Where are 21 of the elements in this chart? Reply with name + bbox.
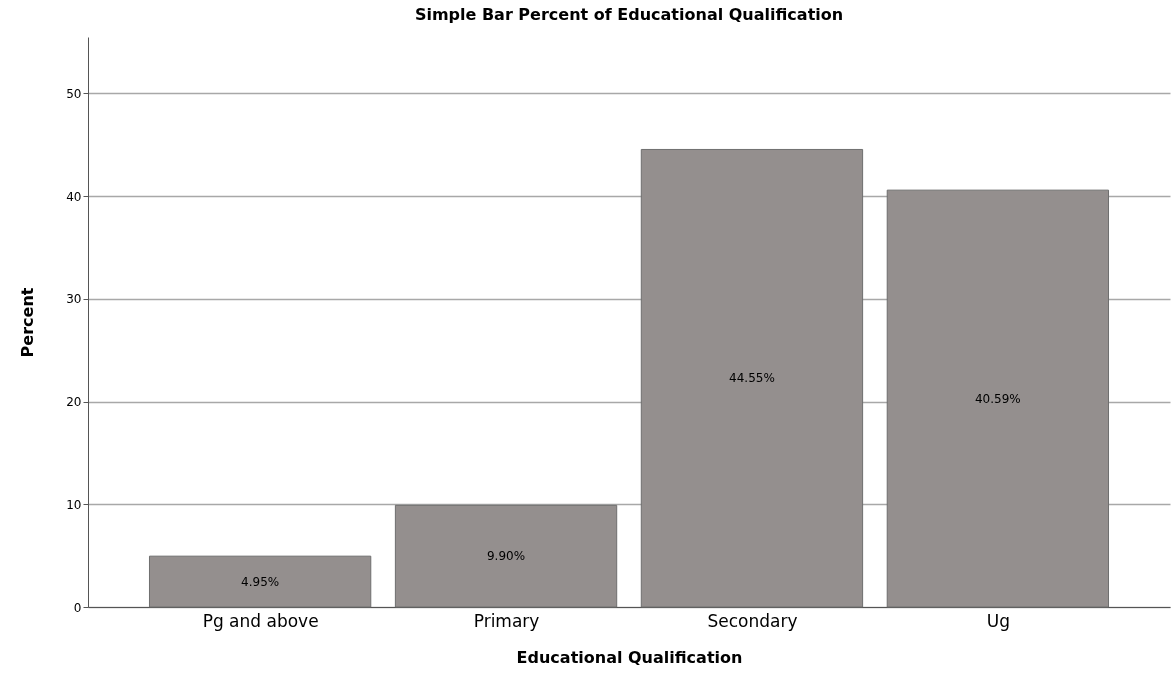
y-tick-label: 20 [66,395,82,410]
y-tick-label: 50 [66,86,82,101]
bar [886,189,1110,608]
data-label: 44.55% [729,371,775,386]
x-tick-label: Ug [986,610,1010,631]
x-tick-label: Pg and above [202,610,319,631]
x-tick-label: Secondary [707,610,798,631]
y-tick-label: 30 [66,292,82,307]
data-label: 4.95% [241,574,280,589]
chart-title: Simple Bar Percent of Educational Qualification [414,5,844,24]
y-tick-label: 10 [66,497,82,512]
bar [640,148,864,608]
x-tick-label: Primary [473,610,540,631]
bar [148,555,372,608]
data-label: 9.90% [486,549,526,564]
y-tick-label: 0 [73,600,82,615]
y-tick-label: 40 [66,189,82,204]
bar [394,504,618,608]
data-label: 40.59% [974,391,1021,406]
y-axis-title: Percent [18,287,38,358]
x-axis-title: Educational Qualification [516,647,743,667]
